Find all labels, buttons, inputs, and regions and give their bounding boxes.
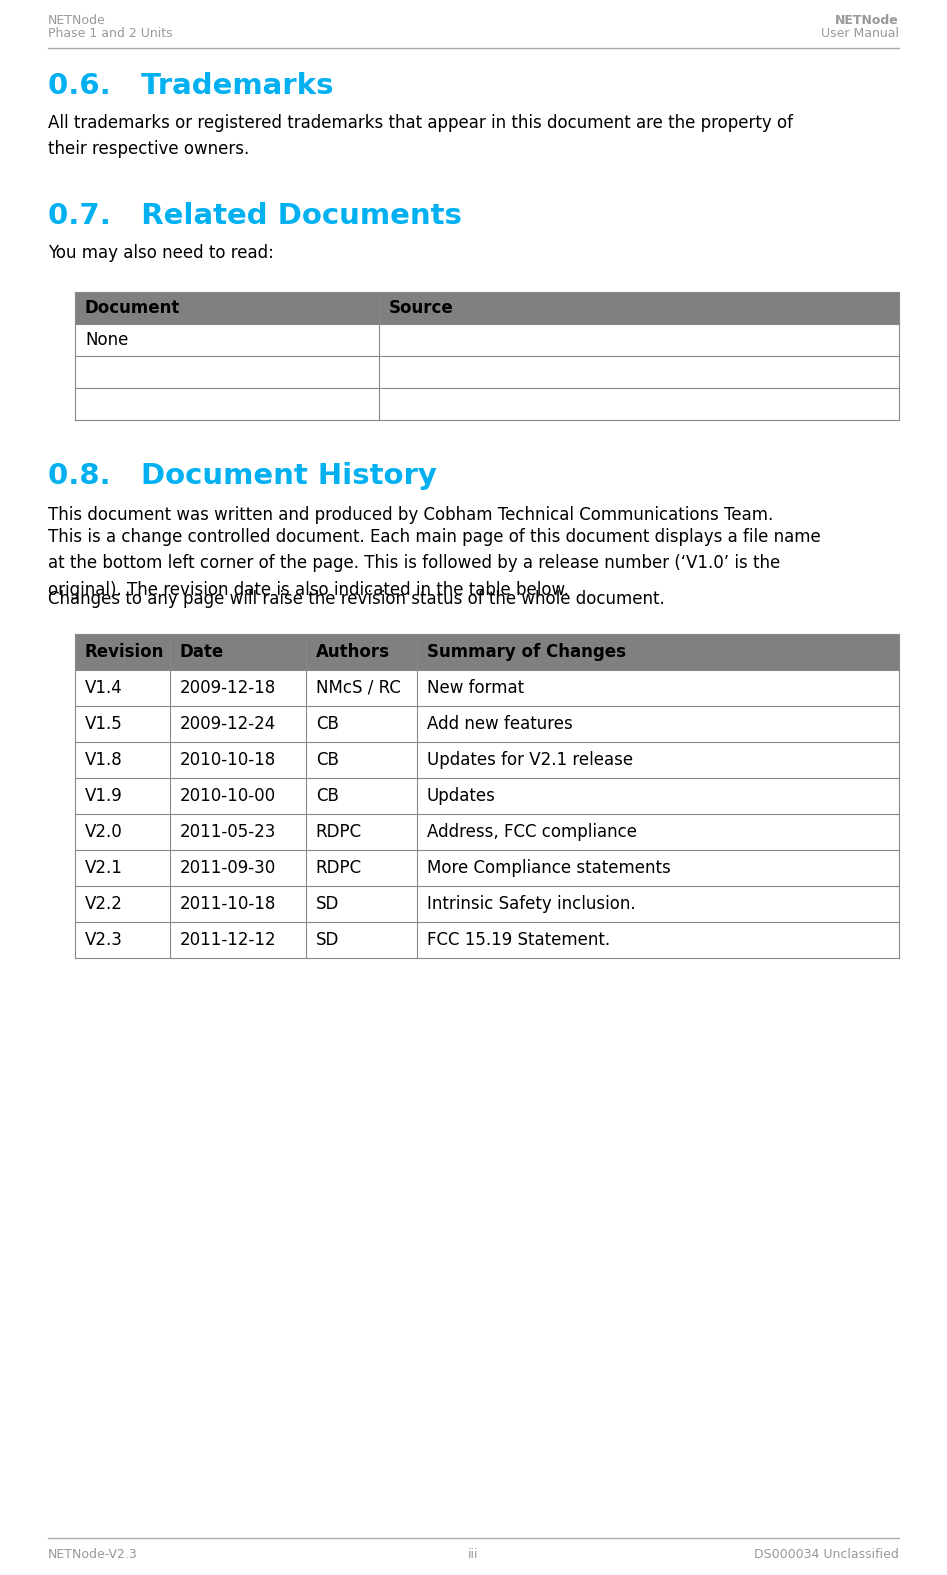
Text: 2010-10-00: 2010-10-00 [180,788,276,805]
Text: NETNode-V2.3: NETNode-V2.3 [48,1548,137,1561]
Text: FCC 15.19 Statement.: FCC 15.19 Statement. [427,931,610,950]
Text: 2009-12-24: 2009-12-24 [180,715,276,732]
Text: NMcS / RC: NMcS / RC [315,679,401,698]
Text: NETNode: NETNode [835,14,899,27]
Text: Changes to any page will raise the revision status of the whole document.: Changes to any page will raise the revis… [48,591,665,608]
Text: Revision: Revision [85,643,165,661]
Text: All trademarks or registered trademarks that appear in this document are the pro: All trademarks or registered trademarks … [48,113,793,159]
Bar [75,635,899,669]
Text: Date: Date [180,643,224,661]
Text: Updates: Updates [427,788,496,805]
Text: Phase 1 and 2 Units: Phase 1 and 2 Units [48,27,172,39]
Text: DS000034 Unclassified: DS000034 Unclassified [754,1548,899,1561]
Text: V1.5: V1.5 [85,715,123,732]
Text: V1.9: V1.9 [85,788,123,805]
Text: None: None [85,331,129,350]
Text: RDPC: RDPC [315,824,362,841]
Text: Address, FCC compliance: Address, FCC compliance [427,824,637,841]
Text: 2009-12-18: 2009-12-18 [180,679,276,698]
Text: NETNode: NETNode [48,14,106,27]
Bar [75,291,899,324]
Bar [75,778,899,814]
Text: This is a change controlled document. Each main page of this document displays a: This is a change controlled document. Ea… [48,528,821,598]
Text: V2.1: V2.1 [85,858,123,877]
Text: Summary of Changes: Summary of Changes [427,643,626,661]
Text: V2.0: V2.0 [85,824,123,841]
Bar [75,742,899,778]
Text: iii: iii [468,1548,479,1561]
Bar [75,921,899,958]
Text: New format: New format [427,679,524,698]
Text: 2010-10-18: 2010-10-18 [180,751,276,769]
Text: CB: CB [315,788,339,805]
Bar [75,850,899,887]
Text: SD: SD [315,931,339,950]
Text: V2.3: V2.3 [85,931,123,950]
Text: Source: Source [389,299,454,317]
Bar [75,706,899,742]
Text: V1.8: V1.8 [85,751,123,769]
Bar [75,887,899,921]
Text: 0.8.   Document History: 0.8. Document History [48,461,437,490]
Text: SD: SD [315,895,339,913]
Text: 2011-05-23: 2011-05-23 [180,824,277,841]
Text: 0.6.   Trademarks: 0.6. Trademarks [48,72,333,99]
Text: You may also need to read:: You may also need to read: [48,244,274,261]
Text: V1.4: V1.4 [85,679,123,698]
Text: More Compliance statements: More Compliance statements [427,858,670,877]
Text: This document was written and produced by Cobham Technical Communications Team.: This document was written and produced b… [48,506,774,524]
Bar [75,324,899,356]
Text: 0.7.   Related Documents: 0.7. Related Documents [48,202,462,230]
Text: Authors: Authors [315,643,390,661]
Text: Add new features: Add new features [427,715,573,732]
Bar [75,669,899,706]
Text: 2011-12-12: 2011-12-12 [180,931,277,950]
Text: 2011-10-18: 2011-10-18 [180,895,277,913]
Text: CB: CB [315,751,339,769]
Text: RDPC: RDPC [315,858,362,877]
Text: Intrinsic Safety inclusion.: Intrinsic Safety inclusion. [427,895,635,913]
Text: CB: CB [315,715,339,732]
Bar [75,356,899,387]
Text: 2011-09-30: 2011-09-30 [180,858,276,877]
Text: V2.2: V2.2 [85,895,123,913]
Text: User Manual: User Manual [821,27,899,39]
Text: Updates for V2.1 release: Updates for V2.1 release [427,751,634,769]
Bar [75,814,899,850]
Bar [75,387,899,421]
Text: Document: Document [85,299,180,317]
